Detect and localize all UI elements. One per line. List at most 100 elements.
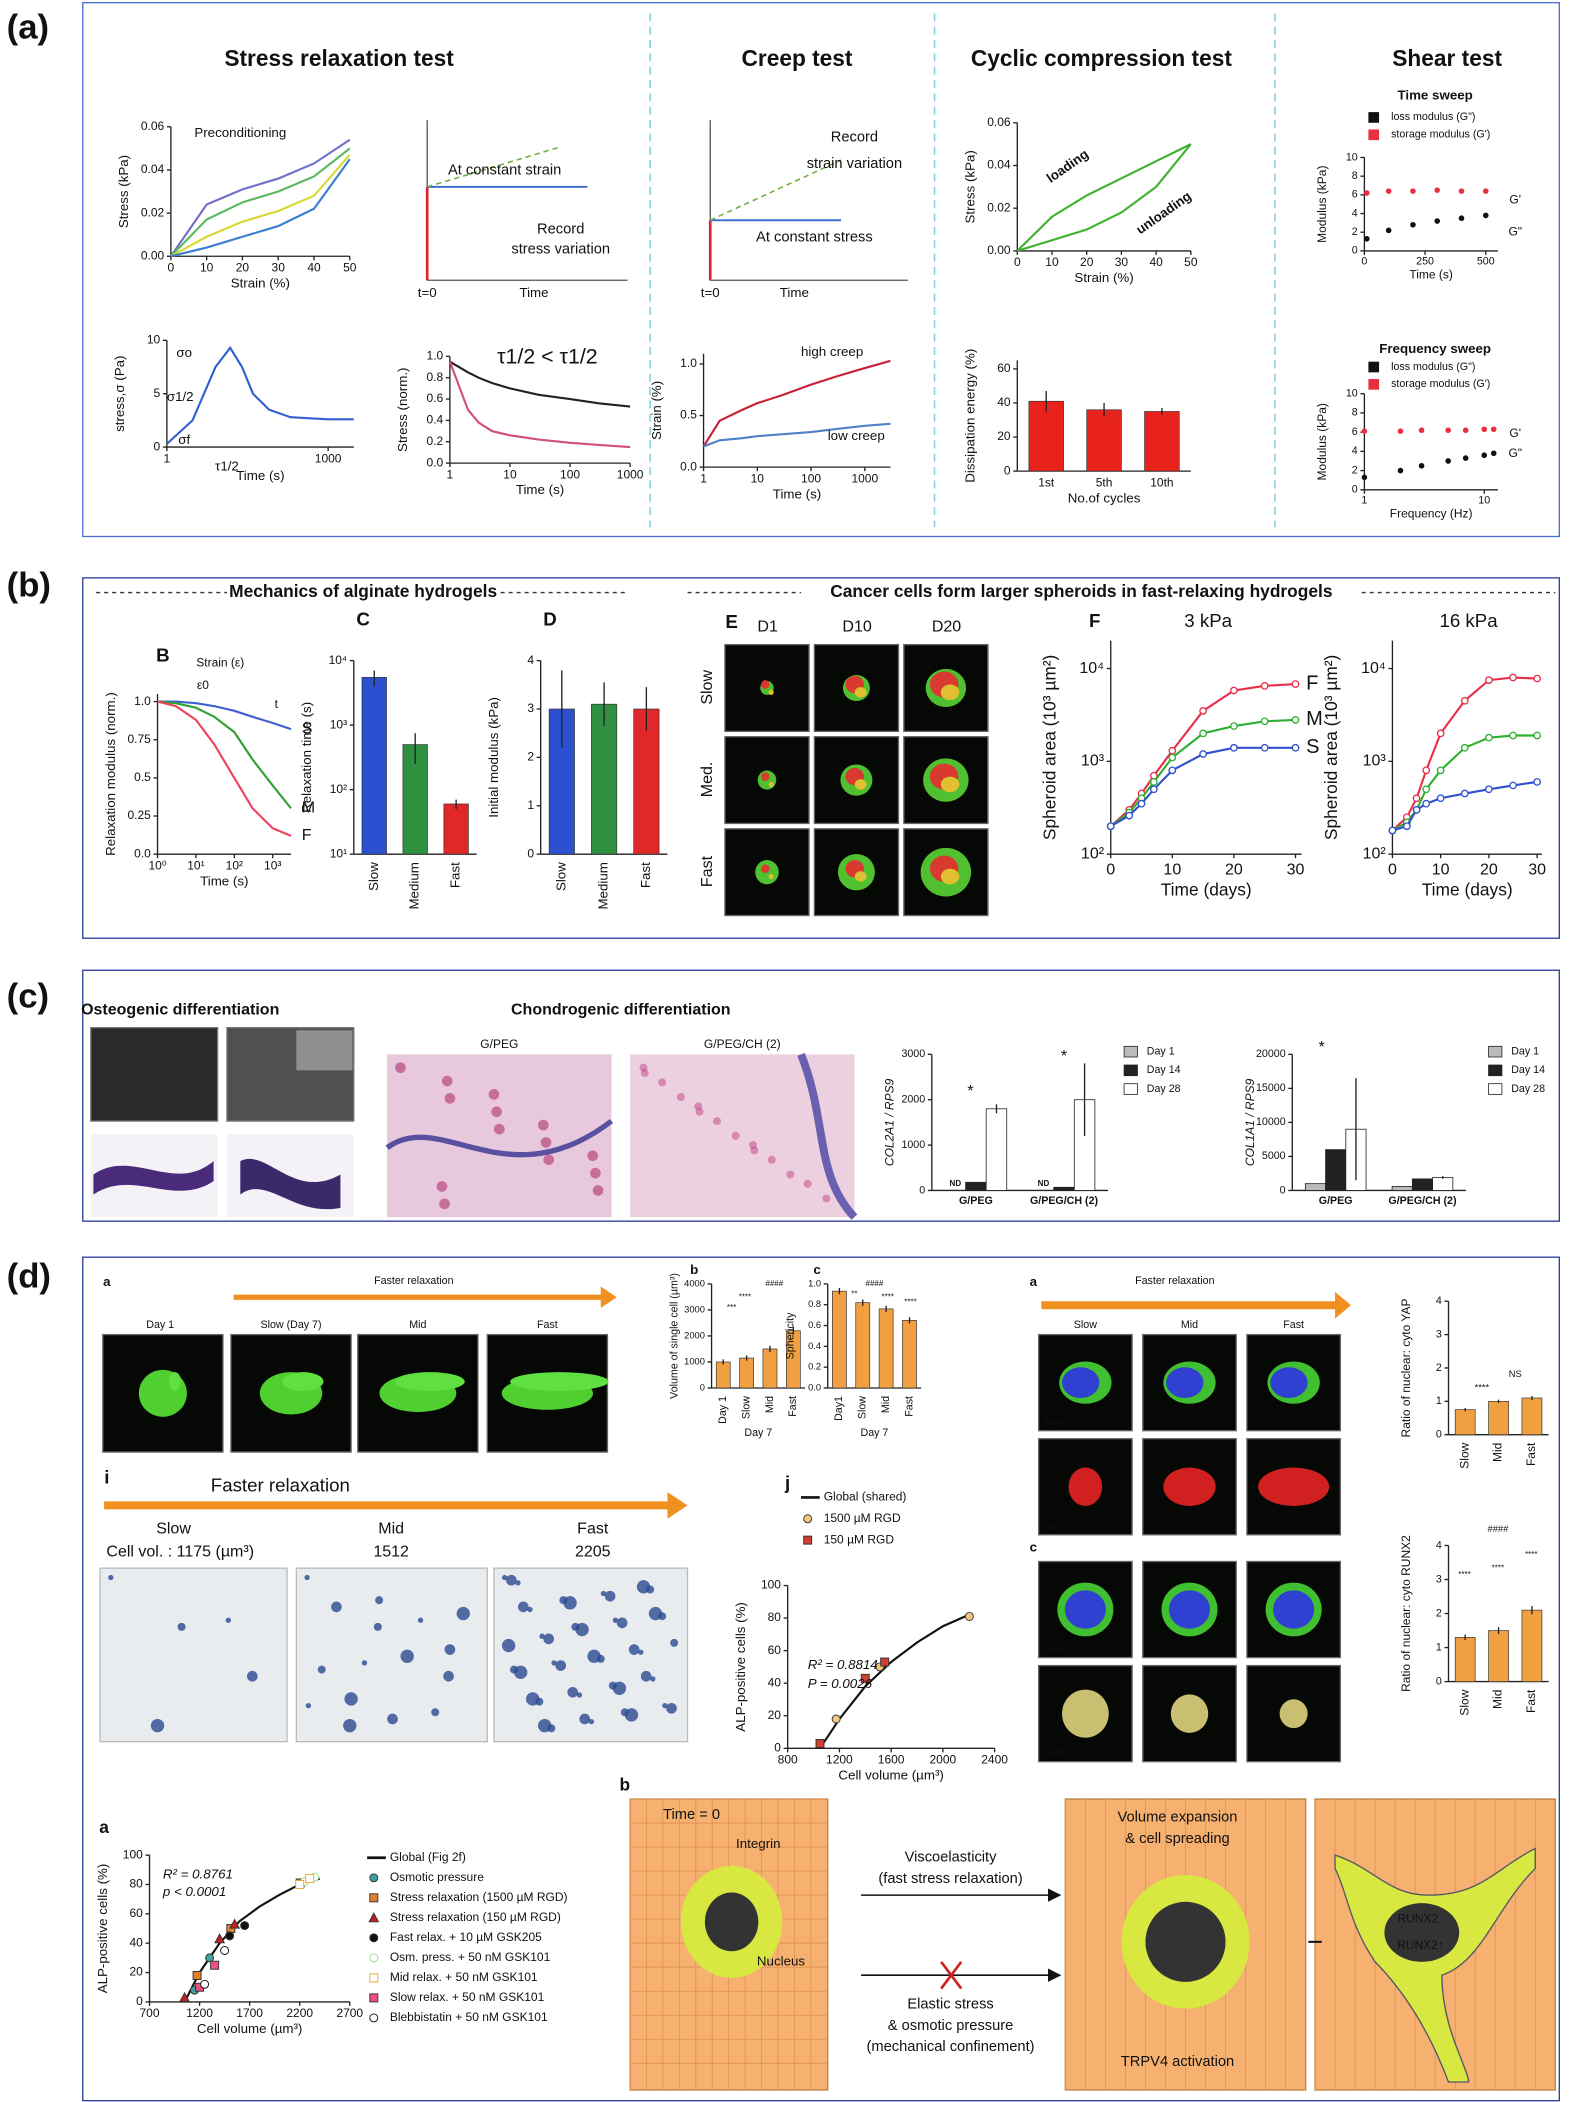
x-tick-label: G/PEG/CH (2)	[1030, 1195, 1099, 1207]
annotation: ****	[739, 1292, 751, 1301]
bar	[1053, 1186, 1075, 1191]
x-tick-label: 1	[447, 467, 454, 481]
x-tick-label: Slow	[740, 1396, 752, 1419]
cell	[400, 1649, 414, 1663]
bar	[878, 1308, 894, 1389]
arrowhead	[1047, 1968, 1062, 1982]
bar	[1028, 400, 1064, 472]
image	[99, 1567, 288, 1743]
cell	[501, 1638, 516, 1653]
point	[1460, 789, 1469, 798]
point	[1460, 743, 1469, 752]
x-tick-label: Day 1	[717, 1396, 729, 1424]
x-tick-label: Fast	[903, 1396, 915, 1417]
x-tick-label: Slow	[366, 862, 381, 891]
point	[1485, 733, 1493, 742]
blob	[768, 689, 774, 695]
figure-text: RUNX2	[1397, 1911, 1438, 1925]
point	[1482, 212, 1489, 219]
fiber	[93, 1161, 214, 1195]
annotation: σo	[176, 345, 192, 360]
legend-label: Day 28	[1147, 1083, 1181, 1095]
y-tick-label: 1.0	[808, 1278, 821, 1288]
bar	[902, 1319, 917, 1389]
figure-text: Fast	[537, 1319, 558, 1331]
cell	[646, 1585, 655, 1594]
blob	[1279, 1699, 1308, 1729]
cell	[501, 1574, 508, 1581]
y-tick-label: 1.0	[680, 356, 697, 370]
figure-text: (d)	[7, 1258, 51, 1296]
y-tick-label: 0.8	[427, 370, 444, 384]
y-tick-label: 10²	[330, 782, 347, 796]
stain	[750, 1146, 759, 1155]
y-tick-label: 0.5	[680, 408, 697, 422]
y-tick-label: 0.02	[141, 205, 165, 219]
x-tick-label: 1st	[1038, 475, 1055, 489]
y-tick-label: 2	[1436, 1607, 1442, 1619]
x-tick-label: Fast	[1524, 1442, 1538, 1466]
point	[1149, 785, 1158, 794]
cell	[612, 1681, 627, 1695]
figure-text: (c)	[7, 977, 49, 1015]
y-tick-label: 0.00	[987, 243, 1011, 257]
y-axis-label: Volume of single cell (µm³)	[668, 1273, 680, 1399]
x-tick-label: 10⁰	[148, 858, 166, 872]
y-tick-label: 20	[129, 1965, 143, 1979]
stain	[395, 1062, 406, 1074]
point	[1385, 188, 1392, 194]
x-tick-label: Fast	[638, 862, 653, 888]
cell	[387, 1713, 398, 1725]
figure-text: Mechanics of alginate hydrogels	[229, 581, 497, 601]
annotation: t	[275, 697, 279, 711]
x-axis-label: Day 7	[744, 1427, 772, 1439]
figure-text: At constant strain	[448, 163, 561, 179]
x-tick-label: 5th	[1096, 475, 1113, 489]
y-axis-label: Relaxation modulus (norm.)	[103, 692, 118, 856]
y-tick-label: 0.0	[680, 459, 697, 473]
x-tick-label: Medium	[407, 862, 422, 909]
x-tick-label: Mid	[1491, 1443, 1505, 1462]
y-tick-label: 80	[129, 1877, 143, 1891]
point	[815, 1738, 825, 1748]
x-tick-label: 10¹	[187, 858, 204, 872]
cell	[456, 1606, 470, 1621]
annotation: **	[851, 1290, 857, 1299]
point	[1445, 427, 1451, 434]
point	[1149, 778, 1158, 786]
x-tick-label: 50	[343, 260, 357, 274]
point	[369, 1993, 379, 2003]
legend-label: Osm. press. + 50 nM GSK101	[390, 1950, 551, 1964]
x-tick-label: 0	[1388, 861, 1397, 878]
cell	[305, 1702, 312, 1709]
point	[1260, 743, 1269, 752]
annotation: ####	[866, 1279, 884, 1288]
legend-label: Day 1	[1511, 1045, 1539, 1057]
image	[296, 1030, 353, 1071]
x-tick-label: 250	[1416, 255, 1434, 267]
annotation: τ1/2	[215, 459, 239, 474]
figure-text: G/PEG/CH (2)	[704, 1037, 781, 1051]
legend-label: Mid relax. + 50 nM GSK101	[390, 1970, 538, 1984]
y-axis-label: Spheroid area (10³ µm²)	[1321, 655, 1341, 840]
bar	[591, 703, 618, 855]
figure-text: D20	[932, 618, 961, 635]
point	[803, 1535, 813, 1545]
point	[1436, 729, 1445, 738]
legend-label: Day 14	[1147, 1064, 1181, 1076]
y-tick-label: 2000	[901, 1094, 925, 1106]
stain	[543, 1154, 555, 1166]
y-tick-label: 2000	[684, 1330, 705, 1340]
x-tick-label: 100	[560, 467, 580, 481]
x-tick-label: 20	[1080, 255, 1094, 269]
figure-text: stress variation	[511, 241, 610, 257]
x-tick-label: 10th	[1150, 475, 1173, 489]
x-axis-label: Strain (%)	[231, 275, 290, 290]
stain	[797, 1052, 858, 1220]
cell	[596, 1654, 605, 1663]
figure-text: Volume expansion	[1118, 1810, 1238, 1826]
figure-text: At constant stress	[756, 229, 873, 245]
series-line	[157, 700, 292, 837]
bar	[1488, 1400, 1509, 1436]
cell	[431, 1708, 440, 1717]
